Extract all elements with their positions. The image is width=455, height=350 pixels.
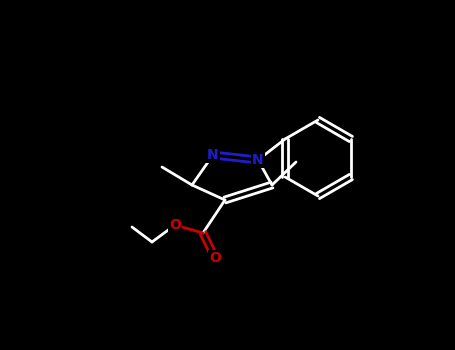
Text: O: O (209, 251, 221, 265)
Text: O: O (169, 218, 181, 232)
Text: N: N (252, 153, 264, 167)
Text: N: N (207, 148, 219, 162)
